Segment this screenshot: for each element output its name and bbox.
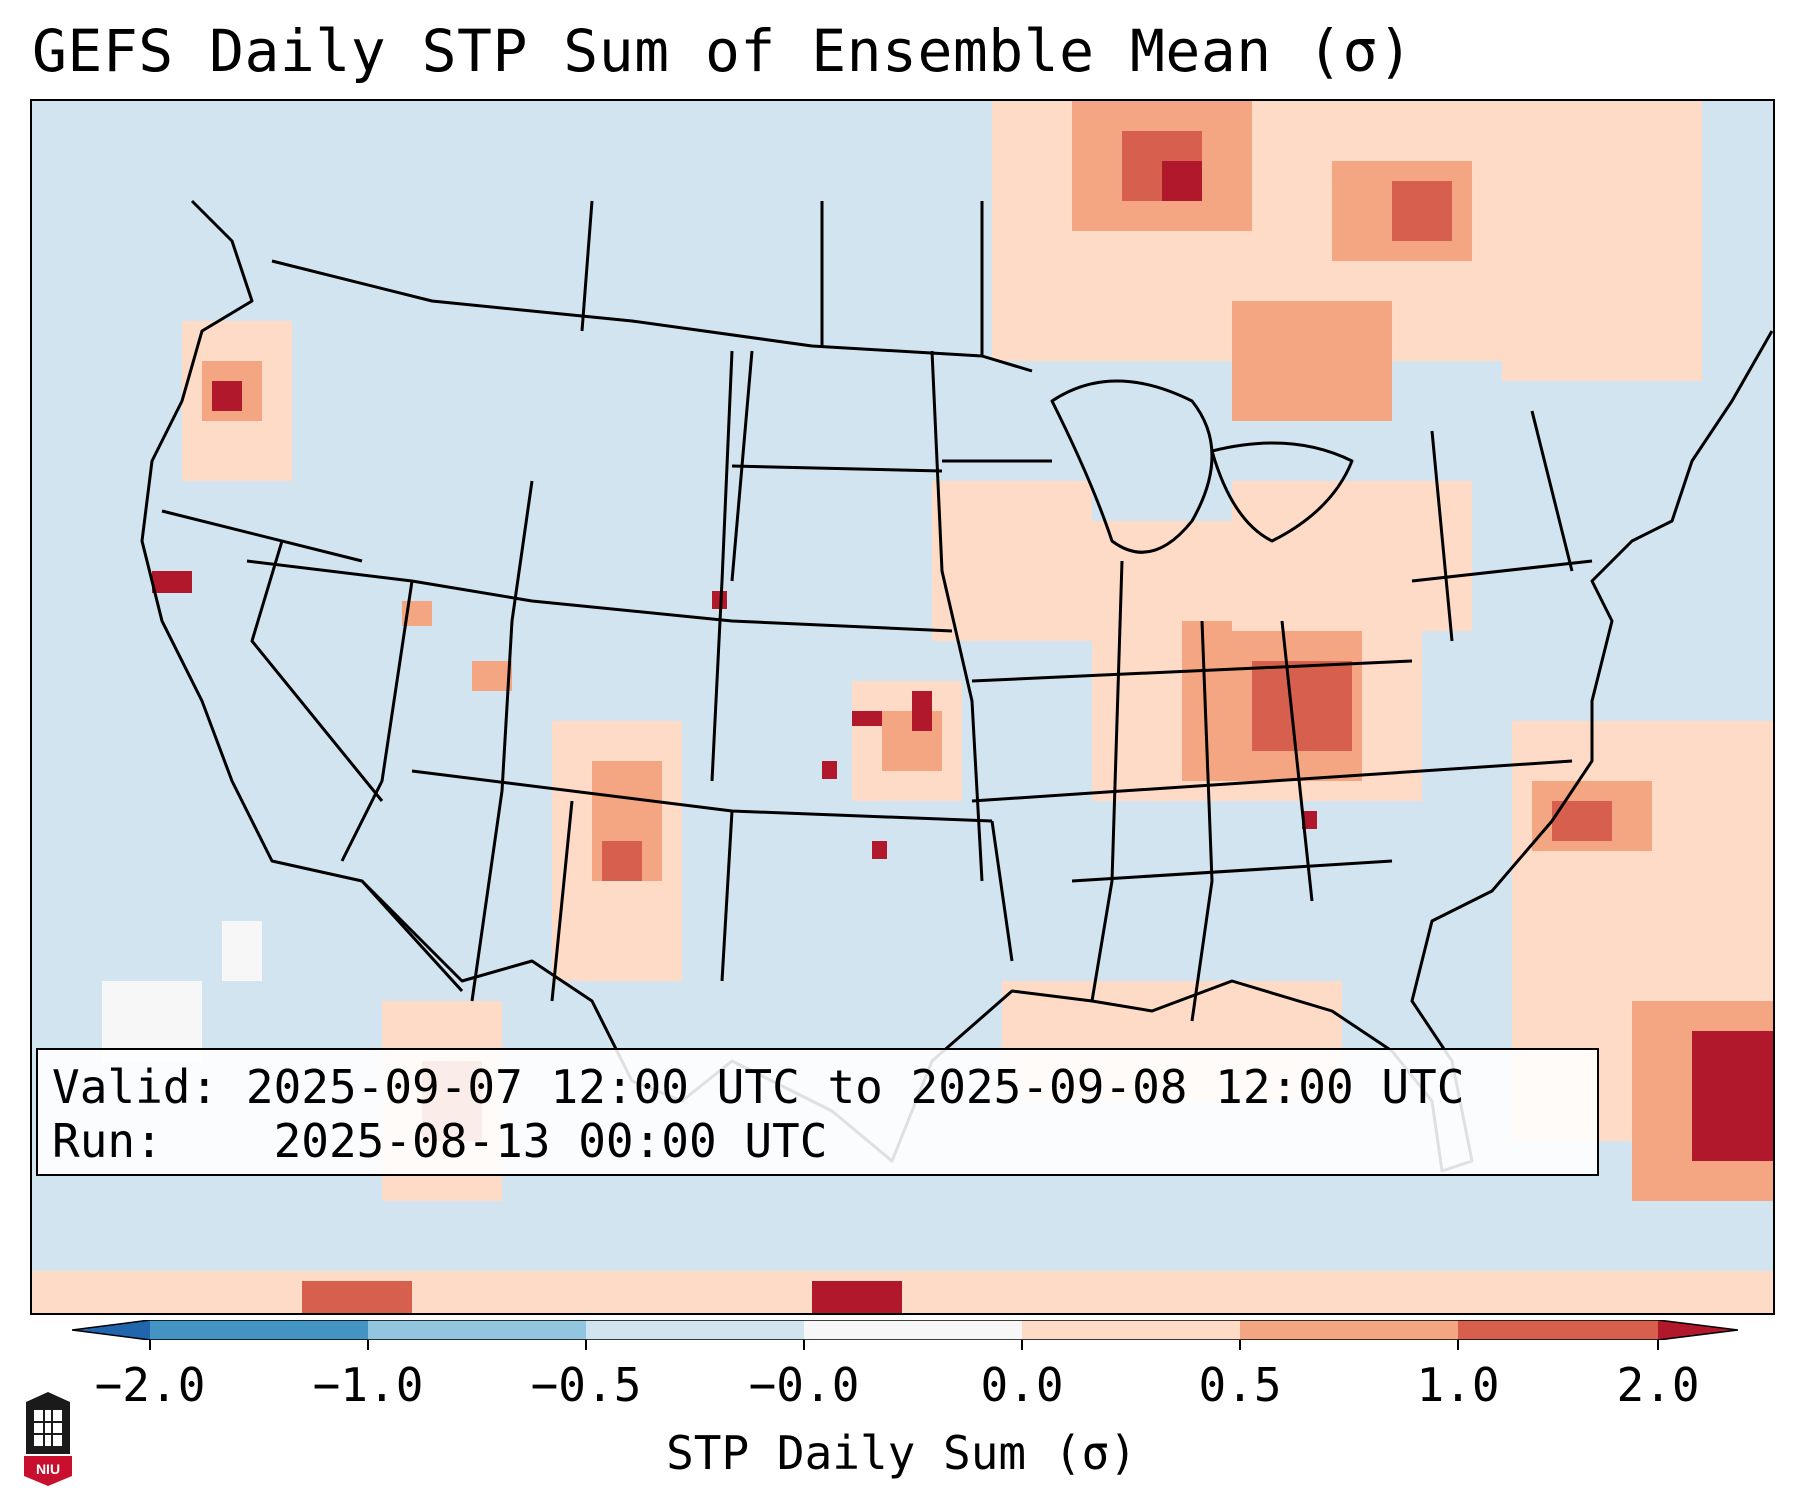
colorbar-bin-6 — [1240, 1320, 1458, 1340]
colorbar — [72, 1320, 1738, 1340]
valid-value: 2025-09-07 12:00 UTC to 2025-09-08 12:00… — [245, 1060, 1465, 1114]
colorbar-bin-4 — [804, 1320, 1022, 1340]
colorbar-tick-label: −1.0 — [312, 1358, 424, 1412]
colorbar-tick — [1457, 1340, 1459, 1350]
colorbar-tick-label: 0.0 — [980, 1358, 1064, 1412]
colorbar-tick — [1021, 1340, 1023, 1350]
state-borders — [140, 199, 1773, 1173]
run-value: 2025-08-13 00:00 UTC — [273, 1114, 828, 1168]
svg-text:NIU: NIU — [36, 1461, 60, 1477]
colorbar-label: STP Daily Sum (σ) — [666, 1426, 1137, 1480]
colorbar-bin-1 — [150, 1320, 368, 1340]
niu-logo: NIU — [24, 1392, 72, 1486]
valid-row: Valid: 2025-09-07 12:00 UTC to 2025-09-0… — [52, 1060, 1583, 1114]
anomaly-field — [32, 101, 1773, 1313]
valid-label: Valid: — [52, 1060, 219, 1114]
colorbar-tick-label: 0.5 — [1198, 1358, 1282, 1412]
map-title: GEFS Daily STP Sum of Ensemble Mean (σ) — [32, 17, 1414, 85]
colorbar-tick — [149, 1340, 151, 1350]
run-row: Run: 2025-08-13 00:00 UTC — [52, 1114, 1583, 1168]
colorbar-tick-label: −0.0 — [748, 1358, 860, 1412]
colorbar-extend-low — [72, 1320, 150, 1340]
colorbar-tick — [803, 1340, 805, 1350]
run-label: Run: — [52, 1114, 163, 1168]
colorbar-bin-5 — [1022, 1320, 1240, 1340]
colorbar-tick — [1657, 1340, 1659, 1350]
colorbar-tick-label: 1.0 — [1416, 1358, 1500, 1412]
colorbar-extend-high — [1658, 1320, 1738, 1340]
colorbar-tick — [1239, 1340, 1241, 1350]
colorbar-tick-label: −2.0 — [94, 1358, 206, 1412]
colorbar-bin-3 — [586, 1320, 804, 1340]
colorbar-tick — [367, 1340, 369, 1350]
colorbar-tick-label: −0.5 — [530, 1358, 642, 1412]
colorbar-bin-2 — [368, 1320, 586, 1340]
colorbar-bin-7 — [1458, 1320, 1658, 1340]
map-canvas — [32, 101, 1773, 1313]
colorbar-tick-label: 2.0 — [1616, 1358, 1700, 1412]
colorbar-tick — [585, 1340, 587, 1350]
valid-run-info-box: Valid: 2025-09-07 12:00 UTC to 2025-09-0… — [36, 1048, 1599, 1176]
